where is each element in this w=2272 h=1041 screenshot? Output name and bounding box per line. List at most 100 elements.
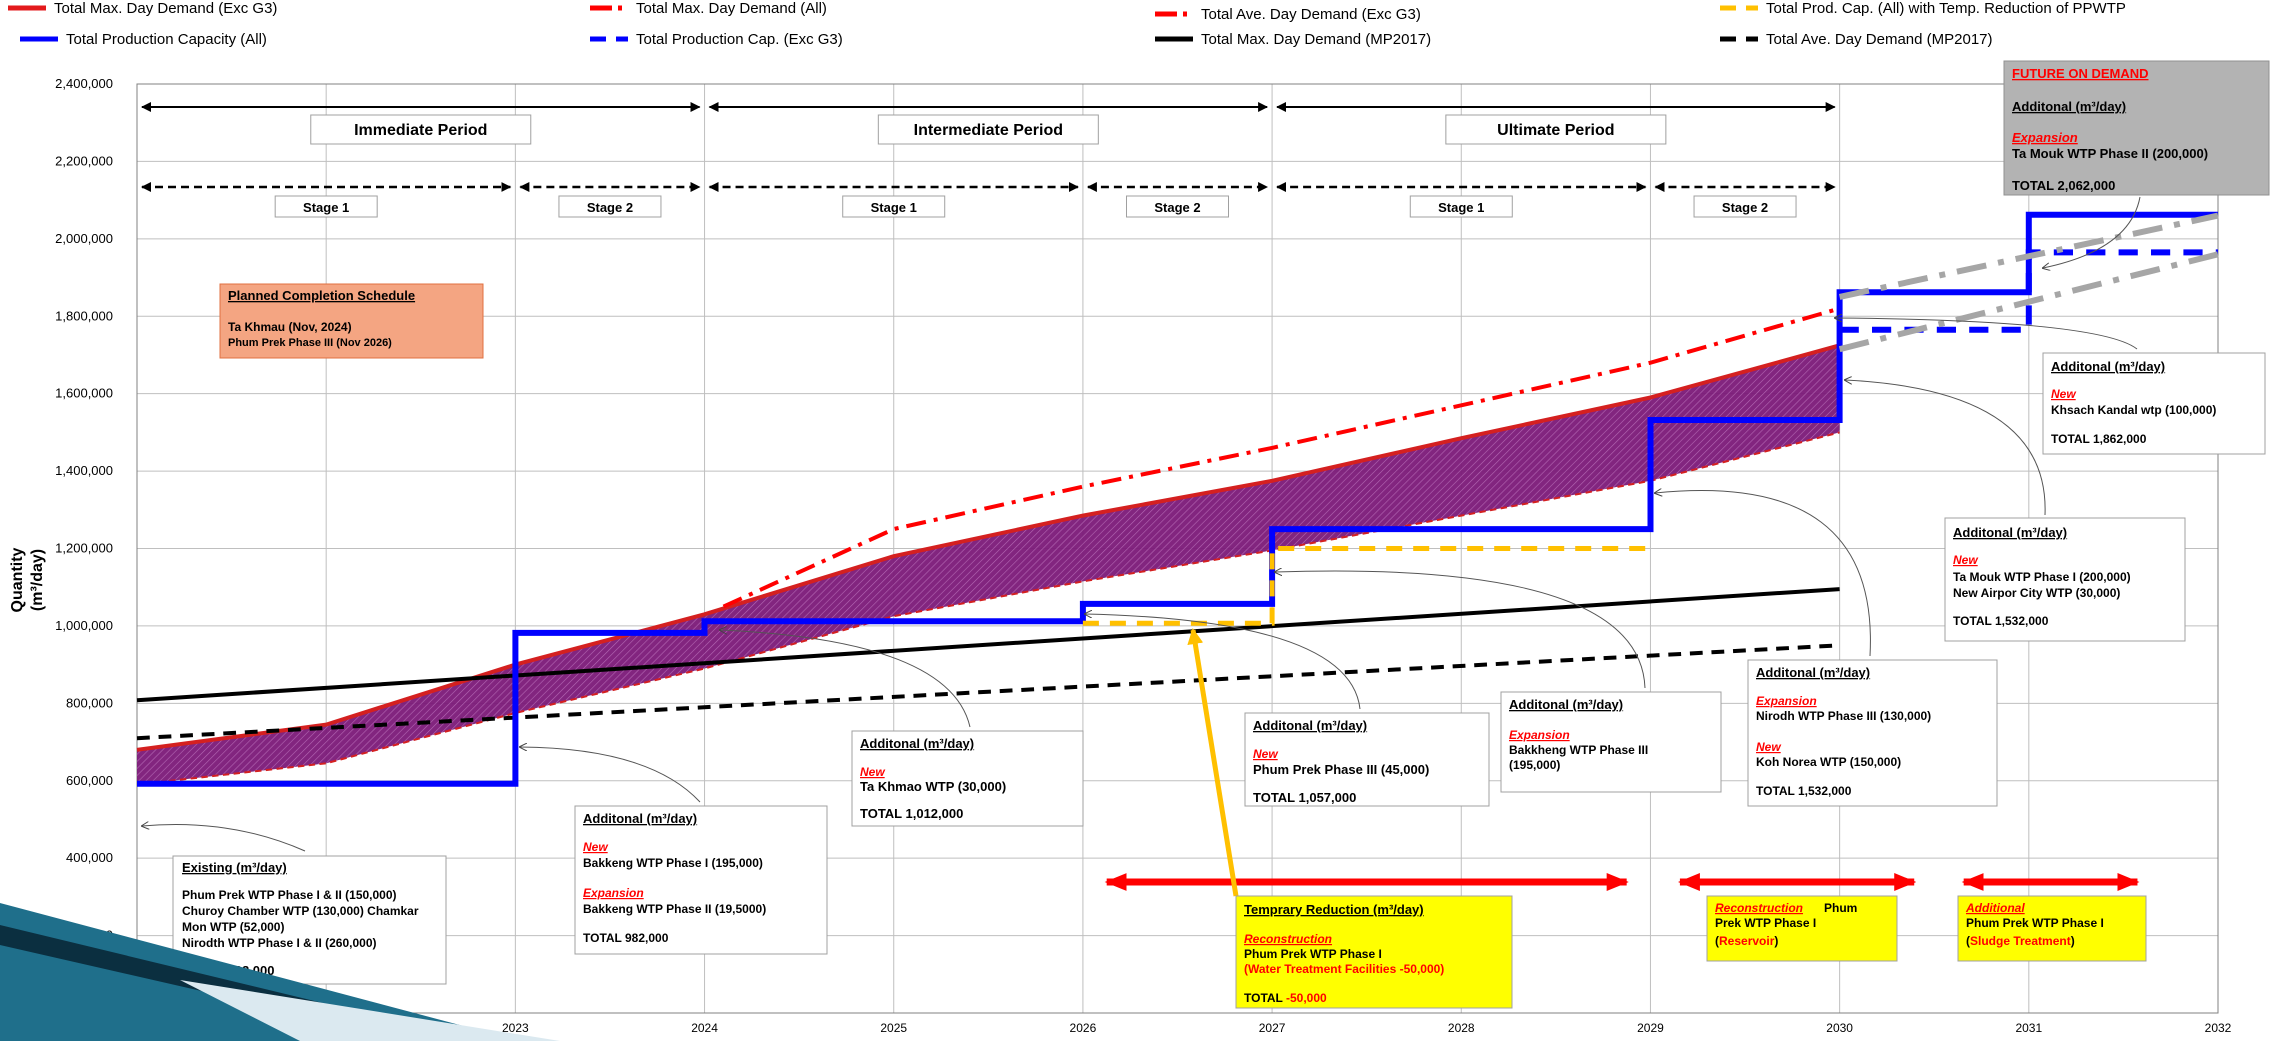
annotation-box [1944, 517, 2186, 642]
x-tick-label: 2026 [1070, 1021, 1097, 1035]
y-axis-unit: (m³/day) [29, 549, 46, 611]
period-label: Intermediate Period [914, 122, 1063, 139]
annotation-title: Additonal (m³/day) [1756, 665, 1870, 680]
annotation-line: (195,000) [1509, 758, 1560, 772]
annotation-title: Additonal (m³/day) [2012, 99, 2126, 114]
annotation-title: Additonal (m³/day) [1953, 525, 2067, 540]
legend-label: Total Max. Day Demand (All) [636, 0, 827, 17]
stage-label: Stage 1 [871, 200, 917, 215]
period-box [310, 114, 532, 145]
stage-label: Stage 2 [1722, 200, 1768, 215]
annotation-box [1244, 712, 1490, 807]
callout-arrow [720, 630, 971, 728]
annotation-total: TOTAL 1,012,000 [860, 806, 963, 821]
x-tick-label: 2031 [2015, 1021, 2042, 1035]
temp-reduction-arrow [1187, 628, 1239, 897]
stage-label: Stage 1 [1438, 200, 1484, 215]
legend-label: Total Production Cap. (Exc G3) [636, 31, 843, 48]
annotation-line: Phum [1824, 901, 1857, 915]
annotation-title: Temprary Reduction (m³/day) [1244, 902, 1424, 917]
annotation-tag: New [1756, 740, 1781, 754]
annotation-tag: New [583, 840, 608, 854]
annotation-line: Phum Prek WTP Phase I [1966, 916, 2104, 930]
annotation-line: Nirodth WTP Phase I & II (260,000) [182, 936, 377, 950]
annotation-tag: Expansion [2012, 130, 2078, 145]
temp-total-value: -50,000 [1286, 991, 1327, 1005]
additional-box [1957, 895, 2147, 962]
schedule-line: Ta Khmau (Nov, 2024) [228, 320, 352, 334]
annotation-tag: Expansion [583, 886, 644, 900]
paren: ) [1774, 934, 1778, 948]
y-tick-label: 1,000,000 [55, 618, 113, 633]
decor-ribbon [0, 903, 520, 1041]
annotation-line: (Reservoir) [1715, 934, 1778, 948]
annotation-tag: Reconstruction [1244, 932, 1332, 946]
sludge-text: Sludge Treatment [1970, 934, 2071, 948]
x-tick-label: 2023 [502, 1021, 529, 1035]
annotation-line: Phum Prek Phase III (45,000) [1253, 762, 1429, 777]
schedule-line: Phum Prek Phase III (Nov 2026) [228, 337, 392, 349]
annotation-line: (Sludge Treatment) [1966, 934, 2075, 948]
annotation-box [851, 730, 1084, 827]
schedule-box [219, 283, 484, 359]
legend-label: Total Ave. Day Demand (MP2017) [1766, 31, 1993, 48]
annotation-line: New Airpor City WTP (30,000) [1953, 586, 2120, 600]
y-tick-label: 1,800,000 [55, 308, 113, 323]
reservoir-text: Reservoir [1719, 934, 1775, 948]
annotation-tag: New [860, 765, 885, 779]
annotation-tag: Reconstruction [1715, 901, 1803, 915]
y-tick-label: 800,000 [66, 695, 113, 710]
period-label: Ultimate Period [1497, 122, 1614, 139]
stage-box [1693, 195, 1797, 218]
series-line [1838, 212, 2219, 300]
y-tick-label: 1,200,000 [55, 541, 113, 556]
legend-label: Total Ave. Day Demand (Exc G3) [1201, 6, 1421, 23]
annotation-title: Additonal (m³/day) [2051, 359, 2165, 374]
y-tick-label: 600,000 [66, 773, 113, 788]
annotation-line: Phum Prek WTP Phase I & II (150,000) [182, 888, 397, 902]
paren: ) [2071, 934, 2075, 948]
annotation-line: Bakkheng WTP Phase III [1509, 743, 1648, 757]
annotation-line: Koh Norea WTP (150,000) [1756, 755, 1901, 769]
annotation-total: TOTAL 982,000 [583, 931, 669, 945]
annotation-line: (Water Treatment Facilities -50,000) [1244, 962, 1444, 976]
series-line [136, 587, 1840, 703]
callout-arrow [1275, 571, 1646, 689]
annotation-box [2042, 352, 2266, 455]
temp-reduction-box [1235, 895, 1513, 1009]
x-tick-label: 2029 [1637, 1021, 1664, 1035]
x-tick-label: 2032 [2205, 1021, 2232, 1035]
x-tick-label: 2025 [880, 1021, 907, 1035]
x-tick-label: 2024 [691, 1021, 718, 1035]
y-tick-label: 2,400,000 [55, 76, 113, 91]
annotation-box [1747, 659, 1998, 807]
annotation-total: TOTAL -50,000 [1244, 991, 1327, 1005]
callout-arrow [142, 824, 306, 852]
stage-label: Stage 2 [587, 200, 633, 215]
y-tick-label: 400,000 [66, 850, 113, 865]
period-box [877, 114, 1099, 145]
annotation-line: Bakkeng WTP Phase I (195,000) [583, 856, 763, 870]
plot-frame [136, 83, 2219, 1014]
annotation-title: Additonal (m³/day) [583, 811, 697, 826]
stage-label: Stage 1 [303, 200, 349, 215]
x-tick-label: 2027 [1259, 1021, 1286, 1035]
annotation-title: Additonal (m³/day) [1509, 697, 1623, 712]
callout-arrow [1085, 614, 1361, 710]
callout-arrow [520, 747, 701, 803]
y-tick-label: 1,400,000 [55, 463, 113, 478]
annotation-tag: Additional [1965, 901, 2025, 915]
future-box [2003, 60, 2270, 196]
annotation-title: Additonal (m³/day) [1253, 718, 1367, 733]
period-label: Immediate Period [354, 122, 487, 139]
schedule-title: Planned Completion Schedule [228, 288, 415, 303]
stage-box [558, 195, 662, 218]
stage-box [1409, 195, 1513, 218]
annotation-tag: New [2051, 387, 2076, 401]
annotation-title: Additonal (m³/day) [860, 736, 974, 751]
annotation-line: Ta Khmao WTP (30,000) [860, 779, 1006, 794]
annotation-line: Ta Mouk WTP Phase II (200,000) [2012, 146, 2208, 161]
series-line [1838, 251, 2219, 353]
annotation-line: Prek WTP Phase I [1715, 916, 1816, 930]
annotation-box [1500, 691, 1722, 793]
